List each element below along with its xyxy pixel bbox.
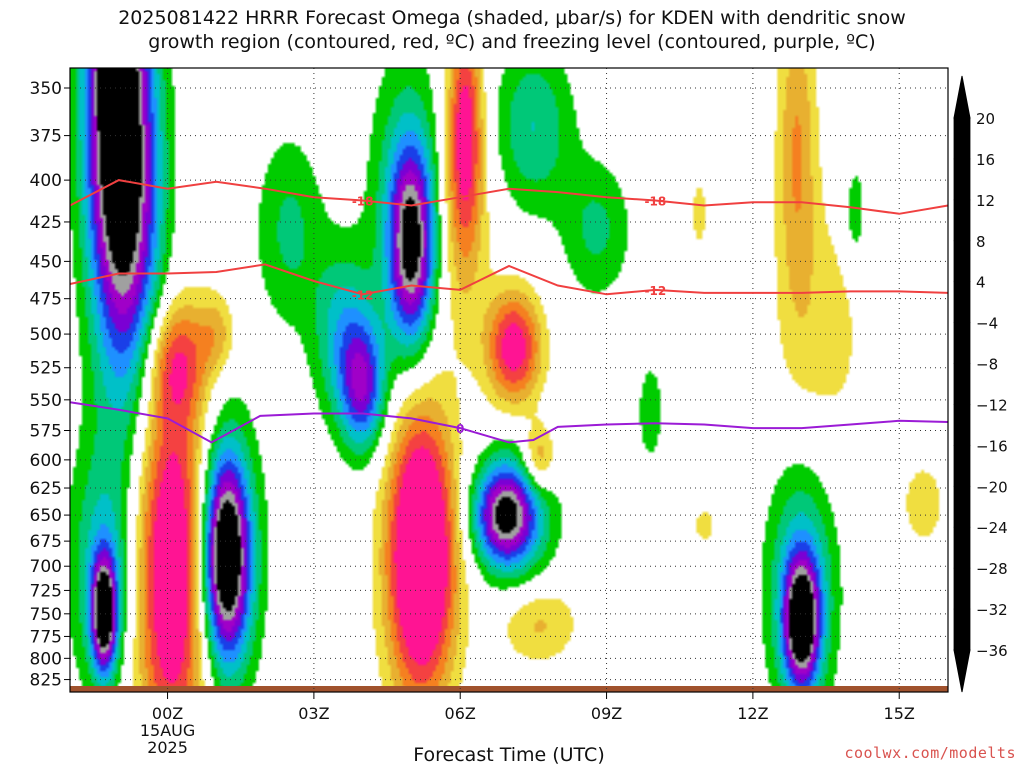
- y-tick-label: 650: [30, 506, 62, 526]
- colorbar-swatch: [953, 526, 971, 569]
- colorbar-swatch: [953, 363, 971, 405]
- y-tick-label: 700: [30, 557, 62, 577]
- colorbar-swatch: [953, 649, 971, 693]
- y-tick-label: 750: [30, 605, 62, 625]
- x-tick-label: 12Z: [737, 704, 768, 723]
- colorbar-label: −28: [976, 560, 1008, 578]
- contour-label: -12: [352, 288, 374, 302]
- colorbar-label: −24: [976, 519, 1008, 537]
- colorbar-swatch: [953, 567, 971, 610]
- y-tick-label: 675: [30, 532, 62, 552]
- colorbar-swatch: [953, 199, 971, 242]
- title-line-2: growth region (contoured, red, ºC) and f…: [148, 31, 876, 53]
- ground-strip: [70, 686, 948, 692]
- x-tick-label: 09Z: [591, 704, 622, 723]
- colorbar-label: 4: [976, 274, 986, 292]
- colorbar-swatch: [953, 608, 971, 651]
- y-tick-label: 800: [30, 649, 62, 669]
- chart-title: 2025081422 HRRR Forecast Omega (shaded, …: [0, 6, 1024, 54]
- y-tick-label: 475: [30, 290, 62, 310]
- colorbar-label: −32: [976, 601, 1008, 619]
- y-tick-label: 500: [30, 325, 62, 345]
- x-tick-label: 03Z: [298, 704, 329, 723]
- y-tick-label: 525: [30, 359, 62, 379]
- contour-label: -12: [644, 284, 666, 298]
- y-tick-label: 375: [30, 127, 62, 147]
- title-line-1: 2025081422 HRRR Forecast Omega (shaded, …: [118, 7, 906, 29]
- omega-shading: [70, 68, 948, 692]
- colorbar-label: −16: [976, 437, 1008, 455]
- x-axis-label: Forecast Time (UTC): [0, 744, 1024, 766]
- x-axis-label-text: Forecast Time (UTC): [413, 744, 605, 766]
- colorbar-swatch: [953, 404, 971, 446]
- grid: [70, 68, 948, 692]
- y-tick-label: 625: [30, 479, 62, 499]
- colorbar-label: 20: [976, 110, 995, 128]
- colorbar-label: −12: [976, 396, 1008, 414]
- y-tick-label: 450: [30, 252, 62, 272]
- y-tick-label: 400: [30, 171, 62, 191]
- contour-label: -18: [352, 195, 374, 209]
- y-tick-label: 425: [30, 213, 62, 233]
- x-tick-sublabel: 2025: [147, 738, 188, 757]
- plot-frame: [69, 67, 949, 693]
- colorbar-label: −20: [976, 478, 1008, 496]
- colorbar-swatch: [953, 322, 971, 364]
- x-tick-label: 15Z: [884, 704, 915, 723]
- colorbar-swatch: [953, 117, 971, 160]
- colorbar: 20 16 12 8 4 −4 −8 −12 −16 −20 −24 −28 −32 −36: [953, 75, 1008, 693]
- colorbar-label: 8: [976, 233, 986, 251]
- colorbar-label: −8: [976, 356, 998, 374]
- colorbar-swatch: [953, 485, 971, 528]
- site-credit[interactable]: coolwx.com/modelts: [844, 744, 1016, 762]
- y-tick-label: 725: [30, 581, 62, 601]
- contour-label: -18: [644, 195, 666, 209]
- y-tick-label: 825: [30, 671, 62, 691]
- x-tick-label: 00Z: [152, 704, 183, 723]
- contour--12: [69, 263, 949, 296]
- x-tick-sublabel: 15AUG: [140, 721, 195, 740]
- colorbar-swatch: [953, 75, 971, 119]
- colorbar-swatch: [953, 240, 971, 283]
- colorbar-label: −4: [976, 315, 998, 333]
- y-tick-label: 775: [30, 627, 62, 647]
- colorbar-swatch: [953, 158, 971, 201]
- contour-0: [69, 401, 949, 444]
- colorbar-label: −36: [976, 642, 1008, 660]
- y-tick-label: 350: [30, 79, 62, 99]
- contour-label: 0: [456, 422, 464, 436]
- y-tick-label: 575: [30, 421, 62, 441]
- y-tick-label: 600: [30, 451, 62, 471]
- contour--18: [69, 179, 949, 215]
- colorbar-swatch: [953, 281, 971, 324]
- y-tick-label: 550: [30, 391, 62, 411]
- colorbar-swatch: [953, 444, 971, 487]
- x-tick-label: 06Z: [445, 704, 476, 723]
- colorbar-label: 16: [976, 151, 995, 169]
- colorbar-label: 12: [976, 192, 995, 210]
